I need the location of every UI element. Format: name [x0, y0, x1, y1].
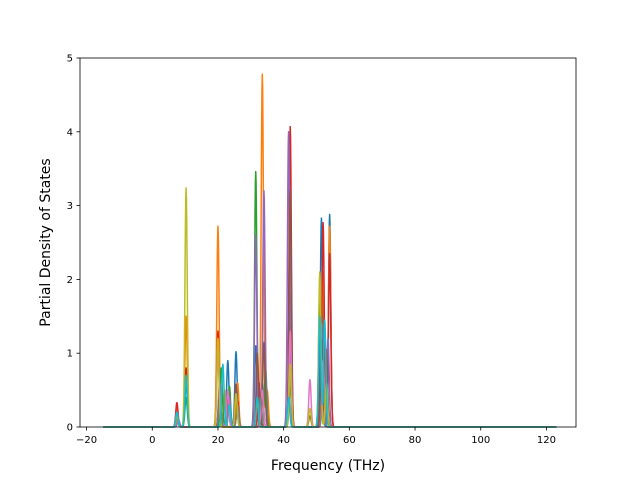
x-tick-label: 40	[277, 435, 290, 446]
x-axis-label: Frequency (THz)	[271, 458, 385, 474]
y-tick-label: 3	[67, 201, 73, 212]
x-tick-label: −20	[76, 435, 97, 446]
x-tick-label: 60	[343, 435, 356, 446]
x-tick-label: 80	[409, 435, 422, 446]
x-tick-label: 20	[212, 435, 225, 446]
y-tick-label: 5	[67, 54, 73, 65]
y-tick-label: 2	[67, 275, 73, 286]
x-tick-label: 0	[149, 435, 155, 446]
y-tick-label: 1	[67, 349, 73, 360]
x-tick-label: 100	[471, 435, 490, 446]
x-axis: −20 0 20 40 60 80 100 120	[76, 427, 556, 446]
x-tick-label: 120	[537, 435, 556, 446]
y-tick-label: 0	[67, 423, 73, 434]
y-axis: 0 1 2 3 4 5	[67, 54, 80, 434]
plot-frame	[79, 57, 577, 428]
y-axis-label: Partial Density of States	[38, 158, 54, 326]
y-tick-label: 4	[67, 127, 73, 138]
